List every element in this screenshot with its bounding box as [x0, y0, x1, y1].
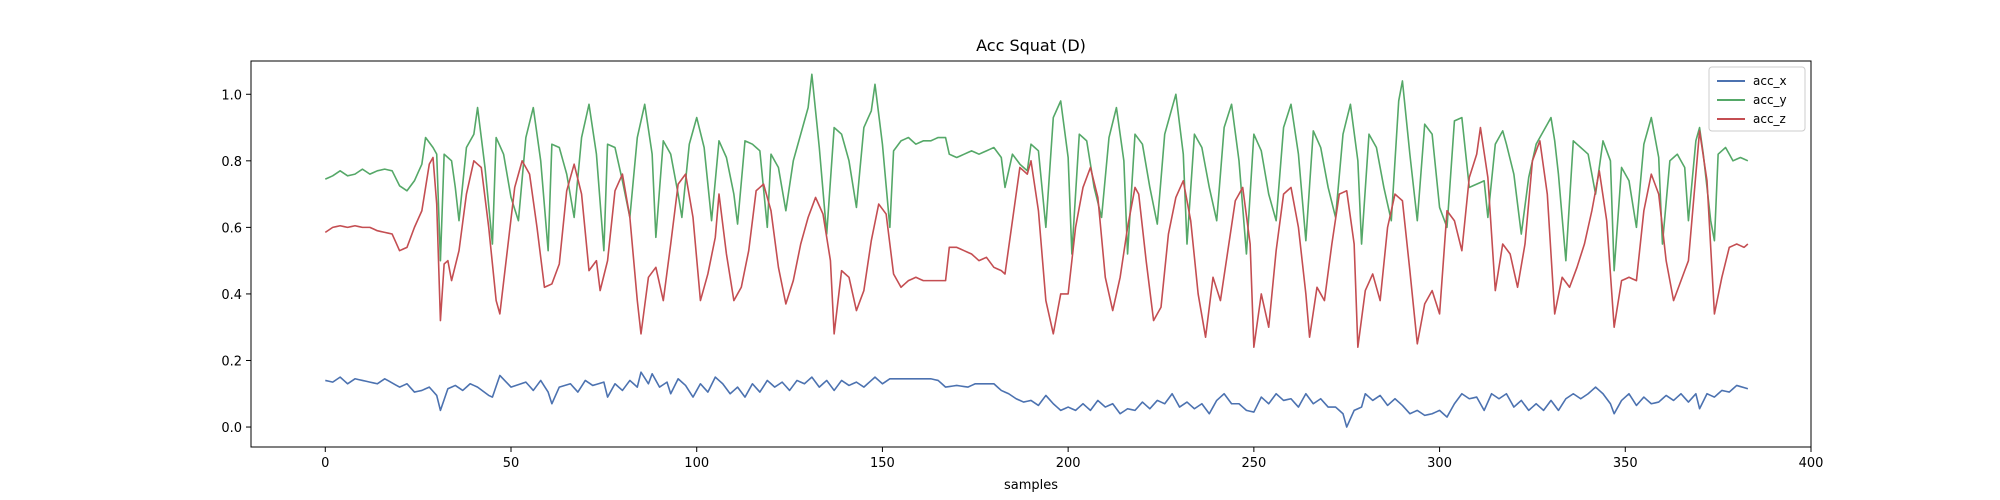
x-tick-label: 350	[1613, 456, 1638, 471]
y-tick-label: 0.6	[221, 221, 242, 236]
x-axis-label: samples	[1004, 478, 1058, 493]
y-tick-label: 0.0	[221, 421, 242, 436]
y-tick-label: 0.2	[221, 354, 242, 369]
legend-label-acc_y: acc_y	[1753, 93, 1787, 107]
x-tick-label: 100	[684, 456, 709, 471]
y-tick-label: 0.8	[221, 155, 242, 170]
legend-label-acc_z: acc_z	[1753, 112, 1786, 126]
series-layer	[324, 73, 1749, 428]
x-tick-label: 300	[1427, 456, 1452, 471]
legend: acc_x acc_y acc_z	[1708, 66, 1806, 132]
series-line-acc_z	[324, 126, 1749, 348]
plot-frame	[250, 60, 1812, 448]
axes-layer: 0 50 100 150 200 250 300 350 400 0.0 0.2 0.4 0.6 0.8 1…	[221, 60, 1824, 471]
chart-title: Acc Squat (D)	[976, 36, 1086, 55]
legend-box	[1708, 66, 1806, 132]
series-line-acc_y	[324, 73, 1749, 272]
series-line-acc_x	[325, 371, 1749, 428]
x-tick-label: 50	[503, 456, 520, 471]
y-tick-label: 0.4	[221, 288, 242, 303]
x-tick-label: 150	[870, 456, 895, 471]
x-tick-label: 0	[321, 456, 329, 471]
x-tick-label: 200	[1056, 456, 1081, 471]
x-tick-label: 400	[1799, 456, 1824, 471]
y-tick-label: 1.0	[221, 88, 242, 103]
x-tick-label: 250	[1241, 456, 1266, 471]
legend-label-acc_x: acc_x	[1753, 74, 1787, 88]
